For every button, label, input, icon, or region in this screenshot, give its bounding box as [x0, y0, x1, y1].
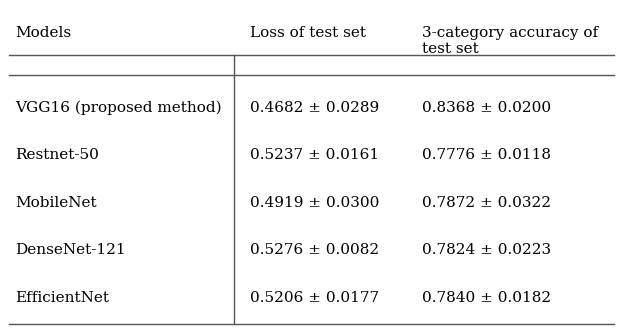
- Text: 0.5276 ± 0.0082: 0.5276 ± 0.0082: [250, 243, 379, 257]
- Text: 0.8368 ± 0.0200: 0.8368 ± 0.0200: [422, 101, 552, 115]
- Text: VGG16 (proposed method): VGG16 (proposed method): [15, 101, 221, 116]
- Text: 0.7872 ± 0.0322: 0.7872 ± 0.0322: [422, 196, 552, 210]
- Text: Restnet-50: Restnet-50: [15, 149, 99, 163]
- Text: 0.4682 ± 0.0289: 0.4682 ± 0.0289: [250, 101, 379, 115]
- Text: 3-category accuracy of
test set: 3-category accuracy of test set: [422, 26, 598, 56]
- Text: 0.5206 ± 0.0177: 0.5206 ± 0.0177: [250, 291, 379, 305]
- Text: Models: Models: [15, 26, 71, 40]
- Text: MobileNet: MobileNet: [15, 196, 97, 210]
- Text: DenseNet-121: DenseNet-121: [15, 243, 125, 257]
- Text: 0.7840 ± 0.0182: 0.7840 ± 0.0182: [422, 291, 552, 305]
- Text: 0.7824 ± 0.0223: 0.7824 ± 0.0223: [422, 243, 552, 257]
- Text: EfficientNet: EfficientNet: [15, 291, 109, 305]
- Text: 0.5237 ± 0.0161: 0.5237 ± 0.0161: [250, 149, 379, 163]
- Text: 0.4919 ± 0.0300: 0.4919 ± 0.0300: [250, 196, 379, 210]
- Text: Loss of test set: Loss of test set: [250, 26, 365, 40]
- Text: 0.7776 ± 0.0118: 0.7776 ± 0.0118: [422, 149, 552, 163]
